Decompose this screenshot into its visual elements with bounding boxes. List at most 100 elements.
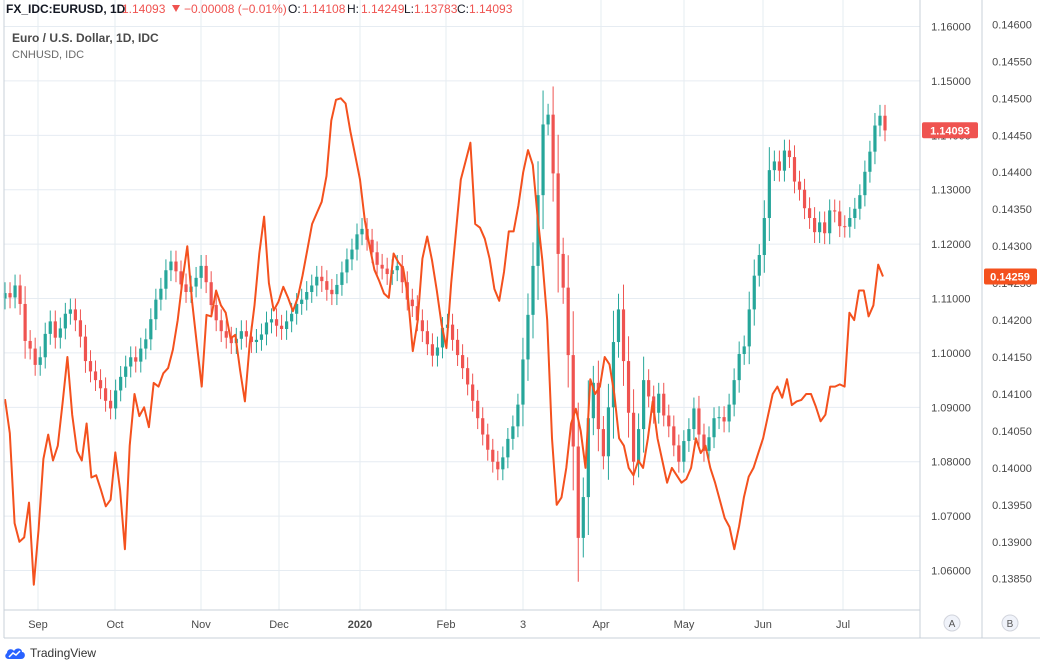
- time-axis-tick-label: Jul: [836, 619, 850, 631]
- candle-body: [109, 400, 113, 409]
- candle-body: [586, 418, 590, 498]
- symbol-header: FX_IDC:EURUSD, 1D 1.14093 −0.00008 (−0.0…: [6, 2, 513, 16]
- tradingview-logo[interactable]: TradingView: [4, 646, 96, 660]
- candle-body: [466, 368, 470, 385]
- candle-body: [853, 208, 857, 219]
- candle-body: [204, 265, 208, 283]
- candle-body: [818, 222, 822, 233]
- candle-body: [400, 265, 404, 283]
- candle-body: [848, 218, 852, 227]
- candle-body: [139, 348, 143, 362]
- candle-body: [58, 328, 62, 338]
- candle-body: [310, 285, 314, 292]
- candle-body: [134, 357, 138, 362]
- candle-body: [229, 337, 233, 344]
- candle-body: [455, 339, 460, 356]
- candle-body: [214, 305, 218, 321]
- candle-body: [43, 333, 47, 358]
- candle-body: [435, 347, 440, 356]
- candle-body: [702, 434, 706, 451]
- price-axis-a[interactable]: 1.06000 1.07000 1.08000 1.09000 1.10000 1.110…: [931, 22, 971, 578]
- axis-b-tick-label: 0.14450: [992, 130, 1032, 142]
- legend-series-1[interactable]: Euro / U.S. Dollar, 1D, IDC: [12, 31, 159, 45]
- candle-body: [264, 322, 269, 335]
- candle-body: [667, 415, 671, 427]
- time-axis[interactable]: Sep Oct Nov Dec 2020 Feb 3 Apr May Jun Jul: [28, 619, 850, 631]
- time-axis-tick-label: Nov: [191, 619, 211, 631]
- candle-body: [556, 173, 560, 254]
- candle-body: [425, 331, 429, 345]
- candle-body: [259, 334, 264, 340]
- candle-body: [873, 125, 877, 152]
- candle-body: [330, 289, 334, 295]
- candle-body: [244, 331, 248, 337]
- candle-body: [78, 320, 83, 337]
- low-value: 1.13783: [414, 2, 458, 16]
- candle-body: [511, 426, 515, 439]
- candle-body: [631, 412, 636, 462]
- candle-body: [28, 340, 32, 349]
- candle-body: [38, 357, 42, 365]
- candle-body: [295, 303, 299, 314]
- price-axis-b[interactable]: 0.13850 0.13900 0.13950 0.14000 0.14050 0.141…: [992, 19, 1032, 585]
- candle-body: [526, 314, 530, 360]
- candle-body: [752, 275, 756, 310]
- candle-body: [516, 404, 520, 427]
- candle-body: [481, 418, 485, 435]
- candle-body: [732, 380, 736, 405]
- scale-button-a[interactable]: A: [943, 614, 961, 632]
- axis-b-tick-label: 0.14300: [992, 241, 1032, 253]
- candle-body: [395, 265, 399, 271]
- axis-a-tick-label: 1.06000: [931, 566, 971, 578]
- legend-series-2[interactable]: CNHUSD, IDC: [12, 49, 84, 61]
- candle-body: [772, 161, 776, 171]
- candle-body: [48, 321, 52, 334]
- scale-button-b[interactable]: B: [1001, 614, 1019, 632]
- candle-body: [98, 380, 103, 389]
- candle-body: [430, 344, 435, 356]
- candle-body: [3, 293, 7, 299]
- candle-body: [561, 253, 565, 288]
- candle-body: [642, 380, 646, 430]
- candle-body: [375, 252, 379, 265]
- candle-body: [315, 276, 319, 286]
- candle-body: [249, 336, 253, 343]
- candle-body: [491, 449, 495, 462]
- time-axis-tick-label: Jun: [754, 619, 772, 631]
- axis-b-tick-label: 0.14100: [992, 389, 1032, 401]
- last-value: 1.14093: [122, 2, 166, 16]
- candle-body: [823, 222, 827, 234]
- candle-body: [601, 429, 605, 457]
- candle-body: [385, 268, 389, 275]
- candle-body: [531, 265, 535, 315]
- axis-a-tick-label: 1.10000: [931, 348, 971, 360]
- high-label: H:: [347, 2, 359, 16]
- legend[interactable]: Euro / U.S. Dollar, 1D, IDC CNHUSD, IDC: [12, 31, 159, 61]
- candle-body: [501, 457, 505, 470]
- last-price-label-b: 0.14259: [984, 268, 1037, 285]
- candle-body: [18, 285, 22, 304]
- candle-body: [682, 441, 686, 462]
- candle-body: [496, 461, 500, 470]
- axis-b-tick-label: 0.14200: [992, 315, 1032, 327]
- candle-body: [536, 195, 540, 266]
- candle-body: [828, 210, 832, 234]
- candle-body: [360, 228, 364, 235]
- candle-body: [883, 115, 887, 131]
- candle-body: [717, 417, 721, 419]
- candle-body: [762, 218, 766, 256]
- candle-body: [420, 320, 424, 332]
- candle-body: [224, 331, 228, 338]
- axis-b-tick-label: 0.14500: [992, 93, 1032, 105]
- candle-body: [581, 497, 585, 538]
- candle-body: [878, 115, 882, 126]
- candle-body: [184, 284, 188, 292]
- candle-body: [219, 320, 223, 332]
- candle-body: [792, 157, 797, 182]
- candle-body: [269, 319, 274, 323]
- close-value: 1.14093: [469, 2, 513, 16]
- candle-body: [813, 218, 817, 233]
- candle-body: [521, 359, 525, 405]
- candle-body: [787, 150, 792, 158]
